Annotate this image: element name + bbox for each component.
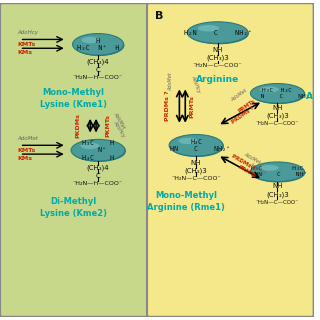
Text: PKMTs: PKMTs (106, 114, 111, 137)
Text: PKDMs: PKDMs (76, 113, 80, 138)
Text: Arginine: Arginine (196, 75, 239, 84)
FancyBboxPatch shape (147, 3, 314, 317)
Text: H₃C        H₃C
  HN    C    NH⁺: H₃C H₃C HN C NH⁺ (247, 166, 308, 177)
Text: H₃C
  HN    C    NH₂⁺: H₃C HN C NH₂⁺ (162, 139, 230, 152)
FancyBboxPatch shape (0, 3, 149, 317)
Ellipse shape (170, 135, 224, 157)
Text: AdoHcy: AdoHcy (190, 74, 201, 93)
Text: AdoMet: AdoMet (18, 136, 38, 141)
Text: ⁻H₂N—H—COO⁻: ⁻H₂N—H—COO⁻ (73, 181, 123, 186)
Text: AdoHcy: AdoHcy (18, 30, 39, 35)
Text: AdoMet: AdoMet (169, 72, 173, 91)
Text: (CH₃)4: (CH₃)4 (87, 164, 109, 171)
Text: H₂N    C    NH₂⁺: H₂N C NH₂⁺ (184, 29, 252, 36)
Text: PRMTs: PRMTs (189, 95, 194, 117)
Ellipse shape (169, 134, 223, 156)
Text: NH: NH (191, 160, 201, 166)
Text: C: C (96, 67, 100, 73)
Text: ⁻H₂N—H—COO⁻: ⁻H₂N—H—COO⁻ (73, 75, 123, 80)
Text: H₃C  H₃C
     N    C    NH₂⁺: H₃C H₃C N C NH₂⁺ (242, 88, 313, 99)
Text: (CH₃)3: (CH₃)3 (266, 113, 289, 119)
Text: PRDMs ?: PRDMs ? (164, 91, 170, 121)
Ellipse shape (187, 22, 248, 43)
Text: (CH₃)4: (CH₃)4 (87, 59, 109, 65)
Text: PRMTs: PRMTs (237, 164, 257, 179)
Text: (CH₃)3: (CH₃)3 (185, 168, 207, 174)
Text: PRMTs: PRMTs (237, 98, 257, 114)
Text: ⁻H₂N—C—COO⁻: ⁻H₂N—C—COO⁻ (171, 176, 221, 181)
Text: AdoMet: AdoMet (243, 151, 261, 165)
Ellipse shape (74, 35, 124, 56)
Text: AdoMet: AdoMet (230, 88, 248, 103)
Ellipse shape (188, 23, 249, 44)
Ellipse shape (179, 138, 197, 144)
Ellipse shape (73, 34, 124, 55)
Text: KMTs: KMTs (18, 42, 36, 47)
Ellipse shape (71, 140, 125, 161)
Text: C: C (96, 173, 100, 179)
Text: (CH₃)3: (CH₃)3 (266, 191, 289, 197)
Ellipse shape (252, 163, 305, 182)
Ellipse shape (252, 84, 305, 104)
Text: ⁻H₂N—C—COO⁻: ⁻H₂N—C—COO⁻ (256, 121, 299, 126)
Ellipse shape (72, 140, 126, 162)
Text: AdoMet: AdoMet (113, 111, 126, 130)
Ellipse shape (260, 86, 279, 92)
Ellipse shape (82, 37, 99, 43)
Text: (CH₃)3: (CH₃)3 (206, 55, 229, 61)
Ellipse shape (251, 162, 304, 181)
Ellipse shape (260, 165, 279, 171)
Ellipse shape (198, 25, 219, 31)
Text: Mono-Methyl
Lysine (Kme1): Mono-Methyl Lysine (Kme1) (40, 88, 107, 109)
Ellipse shape (81, 143, 100, 149)
Text: ⁻H₂N—C—COO⁻: ⁻H₂N—C—COO⁻ (256, 200, 299, 205)
Text: NH: NH (212, 47, 223, 53)
Ellipse shape (251, 84, 304, 103)
Text: PRDMs ?: PRDMs ? (230, 153, 256, 171)
Text: ⁻H₂N—C—COO⁻: ⁻H₂N—C—COO⁻ (193, 63, 243, 68)
Text: Mono-Methyl
Arginine (Rme1): Mono-Methyl Arginine (Rme1) (147, 191, 225, 212)
Text: Di-Methyl
Lysine (Kme2): Di-Methyl Lysine (Kme2) (40, 197, 107, 218)
Text: H
H₃C  N⁺  H: H H₃C N⁺ H (77, 37, 119, 51)
Text: NH: NH (272, 105, 283, 111)
Text: NH: NH (272, 183, 283, 189)
Text: AdoHcy: AdoHcy (248, 162, 267, 176)
Text: H₃C    H
  N⁺
H₃C    H: H₃C H N⁺ H₃C H (82, 140, 114, 161)
Text: B: B (155, 11, 163, 21)
Text: KMs: KMs (18, 50, 33, 55)
Text: AdoHcy: AdoHcy (113, 119, 126, 138)
Text: PRDMs ?: PRDMs ? (231, 105, 255, 124)
Text: KMs: KMs (18, 156, 33, 161)
Text: KMTs: KMTs (18, 148, 36, 153)
Text: A: A (306, 92, 313, 101)
